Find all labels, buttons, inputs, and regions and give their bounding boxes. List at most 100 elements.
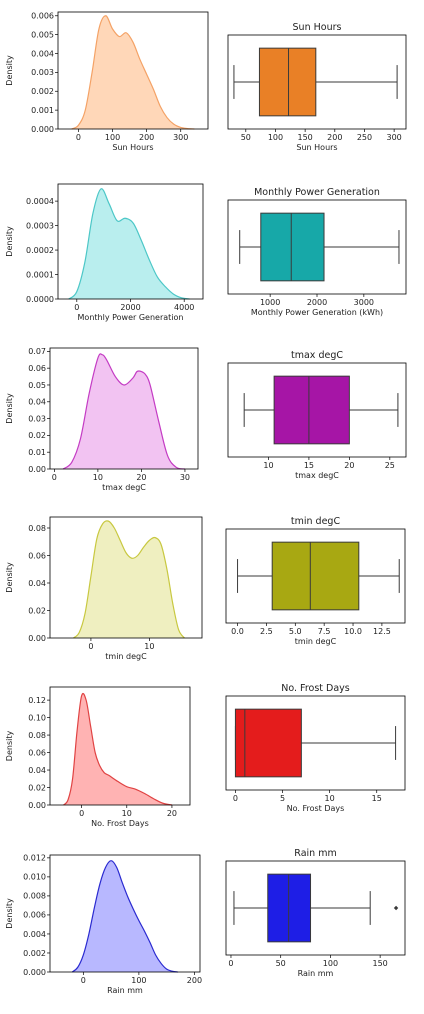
y-tick-label: 0.006 <box>31 12 54 21</box>
chart-title: tmax degC <box>291 350 343 361</box>
density-panel-sun-hours: 0.000 0.001 0.002 0.003 0.004 0.005 0.006 0 100 2… <box>0 0 212 165</box>
density-panel-tmax-degc: 0.00 0.01 0.02 0.03 0.04 0.05 0.06 0.07 0 10 20 30 t… <box>0 340 212 505</box>
boxplot-panel-no-frost-days: 0 5 10 15 No. Frost Days No. Frost Days <box>212 680 424 845</box>
y-tick-label: 0.001 <box>31 106 54 115</box>
x-tick-label: 300 <box>173 133 188 142</box>
y-tick-label: 0.05 <box>28 381 46 390</box>
y-axis-label: Density <box>5 562 14 593</box>
iqr-box <box>271 541 360 611</box>
x-axis-label: tmax degC <box>295 471 339 480</box>
density-line <box>71 15 195 130</box>
axes-frame <box>225 860 406 956</box>
x-axis-label: No. Frost Days <box>91 819 149 828</box>
x-tick-label: 15 <box>304 461 314 470</box>
box-plot-tmin-degc: 0.0 2.5 5.0 7.5 10.0 12.5 tmin degC tmin degC <box>225 516 406 646</box>
x-axis-label: Monthly Power Generation (kWh) <box>251 308 383 317</box>
x-tick-label: 0 <box>79 809 84 818</box>
density-area <box>71 15 195 130</box>
density-area <box>73 520 185 638</box>
x-axis-label: Sun Hours <box>112 143 153 152</box>
x-axis-label: tmin degC <box>295 637 337 646</box>
x-tick-label: 20 <box>167 809 177 818</box>
y-tick-label: 0.0003 <box>26 221 54 230</box>
x-axis-label: Sun Hours <box>296 143 337 152</box>
iqr-box <box>258 47 317 117</box>
boxplot-panel-rain-mm: 0 50 100 150 Rain mm Rain mm <box>212 845 424 1010</box>
x-tick-label: 10 <box>93 473 103 482</box>
density-plot-tmax-degc: 0.00 0.01 0.02 0.03 0.04 0.05 0.06 0.07 0 10 20 30 t… <box>5 347 199 492</box>
y-axis-label: Density <box>5 393 14 424</box>
y-tick-label: 0.000 <box>23 968 46 977</box>
y-tick-label: 0.01 <box>28 448 46 457</box>
axes-frame <box>225 528 406 624</box>
x-tick-label: 0.0 <box>231 627 244 636</box>
x-tick-label: 3000 <box>354 298 374 307</box>
y-tick-label: 0.04 <box>28 398 46 407</box>
boxplot-panel-monthly-power-generation-kwh: 1000 2000 3000 Monthly Power Generation (kW… <box>212 170 424 335</box>
y-tick-label: 0.004 <box>23 930 46 939</box>
axes-frame <box>227 34 407 130</box>
chart-title: No. Frost Days <box>281 683 350 694</box>
y-tick-label: 0.02 <box>28 431 46 440</box>
x-tick-label: 0 <box>233 794 238 803</box>
density-line <box>71 860 178 973</box>
axes-frame <box>227 362 407 458</box>
x-tick-label: 100 <box>105 133 120 142</box>
x-tick-label: 50 <box>276 959 286 968</box>
outlier-point <box>393 905 399 911</box>
y-tick-label: 0.002 <box>23 949 46 958</box>
axes-frame <box>49 686 191 806</box>
x-tick-label: 2000 <box>120 303 140 312</box>
density-line <box>72 520 185 639</box>
x-tick-label: 2000 <box>307 298 327 307</box>
y-tick-label: 0.000 <box>31 125 54 134</box>
axes-frame <box>49 854 201 973</box>
y-tick-label: 0.00 <box>28 801 46 810</box>
chart-title: Rain mm <box>294 848 336 859</box>
x-tick-label: 12.5 <box>373 627 391 636</box>
y-tick-label: 0.06 <box>28 748 46 757</box>
x-axis-label: Rain mm <box>298 969 334 978</box>
density-area <box>63 693 172 805</box>
x-tick-label: 0 <box>76 133 81 142</box>
boxplot-panel-tmin-degc: 0.0 2.5 5.0 7.5 10.0 12.5 tmin degC tmin degC <box>212 510 424 675</box>
y-tick-label: 0.02 <box>28 783 46 792</box>
y-tick-label: 0.00 <box>28 465 46 474</box>
x-tick-label: 4000 <box>174 303 194 312</box>
y-tick-label: 0.003 <box>31 68 54 77</box>
x-tick-label: 10 <box>325 794 335 803</box>
y-tick-label: 0.0000 <box>26 295 54 304</box>
x-axis-label: No. Frost Days <box>287 804 345 813</box>
x-axis-label: tmin degC <box>105 652 147 661</box>
y-tick-label: 0.04 <box>28 579 46 588</box>
box-plot-no-frost-days: 0 5 10 15 No. Frost Days No. Frost Days <box>225 683 406 813</box>
density-panel-tmin-degc: 0.00 0.02 0.04 0.06 0.08 0 10 tmin degC Density <box>0 510 212 675</box>
y-tick-label: 0.02 <box>28 606 46 615</box>
density-area <box>63 353 185 469</box>
density-panel-monthly-power-generation: 0.0000 0.0001 0.0002 0.0003 0.0004 0 2000 4000 M… <box>0 170 212 335</box>
box-plot-rain-mm: 0 50 100 150 Rain mm Rain mm <box>225 848 406 978</box>
x-tick-label: 0 <box>88 642 93 651</box>
y-tick-label: 0.005 <box>31 30 54 39</box>
x-tick-label: 10.0 <box>344 627 362 636</box>
density-plot-no-frost-days: 0.00 0.02 0.04 0.06 0.08 0.10 0.12 0 10 20 No. Fro… <box>5 686 191 828</box>
boxplot-panel-sun-hours: 50 100 150 200 250 300 Sun Hours Sun Hours <box>212 0 424 165</box>
density-panel-no-frost-days: 0.00 0.02 0.04 0.06 0.08 0.10 0.12 0 10 20 No. Fro… <box>0 680 212 845</box>
density-plot-monthly-power-generation: 0.0000 0.0001 0.0002 0.0003 0.0004 0 2000 4000M… <box>5 183 204 322</box>
x-tick-label: 10 <box>263 461 273 470</box>
x-axis-label: Monthly Power Generation <box>78 313 184 322</box>
y-axis-label: Density <box>5 898 14 929</box>
y-tick-label: 0.012 <box>23 854 46 863</box>
box-plot-tmax-degc: 10 15 20 25 tmax degC tmax degC <box>227 350 407 480</box>
y-tick-label: 0.08 <box>28 524 46 533</box>
iqr-box <box>260 212 325 282</box>
iqr-box <box>273 375 350 445</box>
y-tick-label: 0.0001 <box>26 270 54 279</box>
boxplot-panel-tmax-degc: 10 15 20 25 tmax degC tmax degC <box>212 340 424 505</box>
x-tick-label: 0 <box>74 303 79 312</box>
density-panel-rain-mm: 0.000 0.002 0.004 0.006 0.008 0.010 0.012 0 100 2… <box>0 845 212 1010</box>
x-tick-label: 250 <box>357 133 372 142</box>
x-tick-label: 0 <box>81 976 86 985</box>
